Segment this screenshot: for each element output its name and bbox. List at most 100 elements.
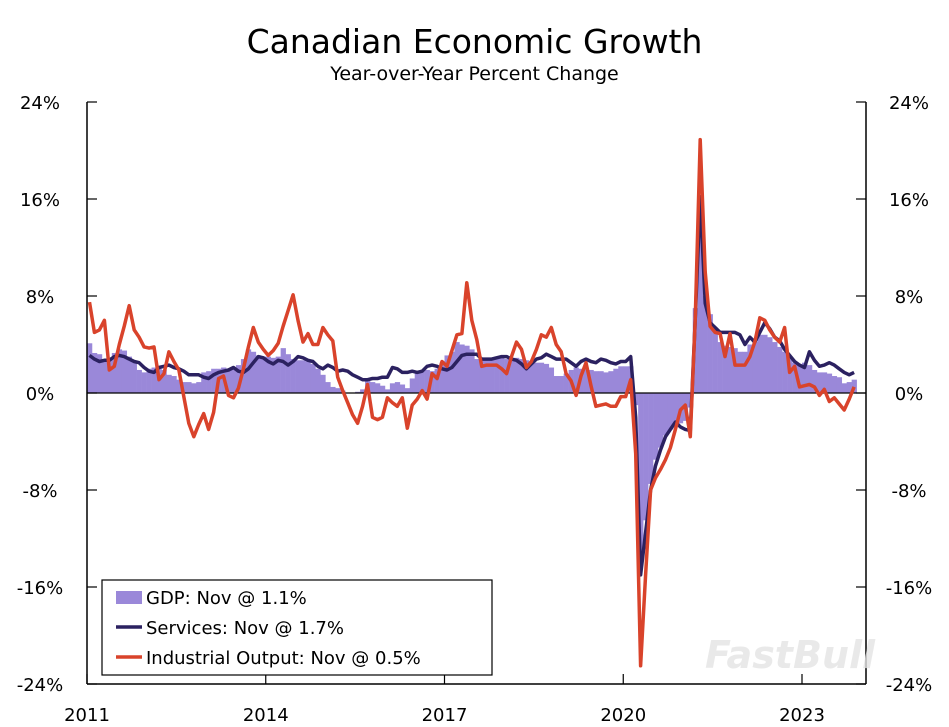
gdp-bar	[240, 359, 247, 393]
gdp-bar	[802, 362, 808, 393]
gdp-bar	[563, 373, 569, 393]
gdp-bar	[787, 357, 793, 393]
gdp-bar	[265, 356, 272, 393]
gdp-bar	[553, 376, 560, 393]
gdp-bar	[821, 372, 828, 393]
gdp-bar	[176, 379, 182, 393]
gdp-bar	[613, 368, 619, 393]
gdp-bar	[325, 382, 331, 393]
gdp-bar	[186, 382, 192, 393]
gdp-bar	[643, 393, 649, 521]
gdp-bar	[151, 367, 157, 393]
gdp-bar	[499, 356, 505, 393]
gdp-bar	[509, 357, 515, 393]
gdp-bar	[658, 393, 664, 448]
gdp-bar	[449, 351, 455, 393]
gdp-bar	[469, 349, 475, 393]
gdp-bar	[419, 371, 425, 393]
gdp-bar	[280, 348, 286, 393]
gdp-bar	[270, 357, 276, 393]
gdp-bar	[836, 377, 843, 393]
gdp-bar	[846, 382, 852, 393]
gdp-bar	[548, 367, 555, 393]
gdp-bar	[593, 371, 599, 393]
gdp-bar	[136, 369, 142, 393]
gdp-bar	[191, 383, 197, 393]
legend-box	[101, 579, 493, 676]
y-tick-label-left: 16%	[20, 190, 60, 211]
gdp-bar	[96, 354, 103, 393]
gdp-bar	[404, 388, 411, 393]
gdp-bar	[851, 379, 857, 393]
gdp-bar	[245, 349, 252, 393]
gdp-bar	[330, 386, 336, 393]
axes: 24% 24% 16% 16% 8% 8% 0% 0% -8% -8% -16% -16% -24% -2…	[17, 93, 933, 726]
gdp-bar	[523, 360, 530, 393]
gdp-bar	[528, 361, 535, 393]
gdp-bar	[126, 356, 132, 393]
gdp-bar	[424, 369, 430, 393]
y-tick-label-right: 16%	[889, 190, 929, 211]
x-tick-label: 2011	[64, 705, 110, 726]
gdp-bar	[816, 372, 823, 393]
y-tick-label-left: -16%	[17, 578, 64, 599]
gdp-bar	[181, 382, 187, 393]
gdp-bar	[300, 360, 306, 393]
gdp-bar	[355, 391, 361, 393]
industrial-output-line	[87, 137, 856, 668]
y-tick-label-right: 0%	[895, 384, 924, 405]
y-tick-label-right: -24%	[886, 675, 933, 696]
y-tick-label-left: 8%	[26, 287, 55, 308]
gdp-bar	[454, 342, 460, 393]
gdp-bar	[772, 342, 778, 393]
gdp-bar	[737, 351, 743, 393]
gdp-bar	[211, 368, 217, 393]
y-tick-label-left: -8%	[22, 481, 57, 502]
gdp-bar	[310, 363, 316, 393]
gdp-bar	[131, 361, 137, 393]
gdp-bar	[811, 369, 818, 393]
gdp-bar	[235, 365, 242, 393]
gdp-bar	[648, 393, 654, 484]
y-tick-label-right: -8%	[891, 481, 926, 502]
gdp-bar	[702, 296, 708, 393]
gdp-bar	[757, 334, 763, 393]
gdp-bar	[275, 356, 281, 393]
gdp-bar	[91, 352, 98, 393]
gdp-bar	[533, 362, 540, 393]
gdp-bar	[290, 359, 296, 393]
gdp-bar	[409, 378, 416, 393]
gdp-bar	[494, 357, 500, 393]
legend: GDP: Nov @ 1.1% Services: Nov @ 1.7% Ind…	[101, 579, 493, 676]
gdp-bar	[285, 354, 291, 393]
gdp-bar	[474, 359, 480, 393]
gdp-bar	[196, 382, 202, 393]
y-tick-label-right: 24%	[889, 93, 929, 114]
gdp-bar	[662, 393, 669, 436]
gdp-bar	[171, 376, 177, 393]
gdp-bar	[583, 368, 589, 393]
gdp-bar	[479, 357, 485, 393]
x-tick-label: 2023	[779, 705, 825, 726]
gdp-bar	[558, 376, 564, 393]
gdp-bar	[752, 342, 758, 393]
gdp-bar	[782, 351, 788, 393]
gdp-bar	[603, 372, 609, 393]
gdp-bar	[121, 350, 128, 393]
x-tick-label: 2014	[243, 705, 289, 726]
gdp-bar	[538, 362, 545, 393]
gdp-bar	[598, 371, 604, 393]
gdp-bar	[806, 365, 813, 393]
x-tick-label: 2020	[600, 705, 646, 726]
gdp-bar	[459, 344, 465, 393]
gdp-bar	[464, 345, 470, 393]
gdp-bar	[335, 388, 341, 393]
gdp-bar	[87, 343, 93, 393]
gdp-bar	[514, 357, 520, 393]
gdp-bar	[106, 357, 113, 393]
gdp-bar	[116, 349, 123, 393]
gdp-bar	[667, 393, 674, 430]
gdp-bar	[374, 383, 381, 393]
y-tick-label-left: -24%	[17, 675, 64, 696]
services-line	[88, 194, 855, 577]
